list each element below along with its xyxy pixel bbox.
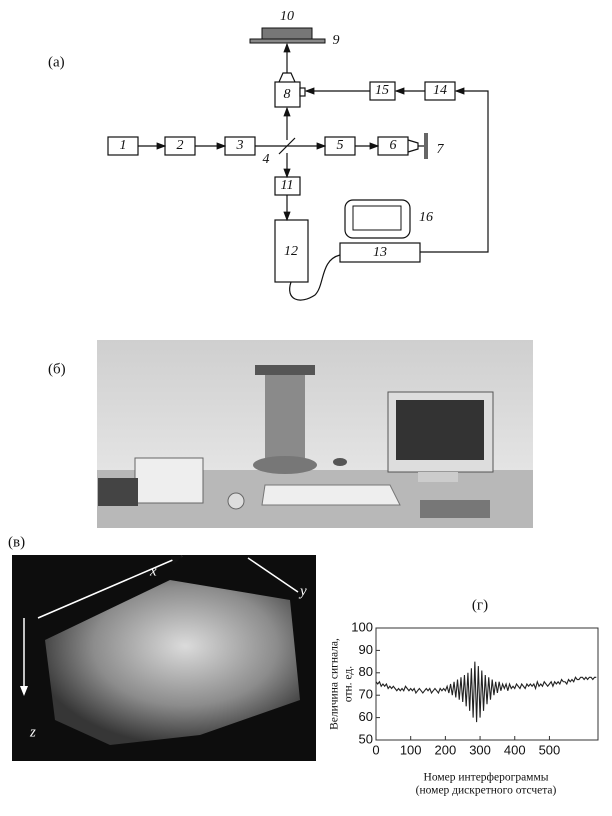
y-axis-label: отн. ед. xyxy=(343,666,355,702)
x-axis-label: Номер интерферограммы xyxy=(424,772,549,784)
signal-line xyxy=(376,662,596,722)
chart-title: (г) xyxy=(472,597,488,613)
node-label: 4 xyxy=(263,152,270,167)
node-label: 2 xyxy=(177,138,184,153)
y-tick-label: 50 xyxy=(359,731,373,746)
x-tick-label: 0 xyxy=(372,742,379,757)
panel-label: (б) xyxy=(48,361,66,377)
node-label: 7 xyxy=(437,142,445,157)
y-tick-label: 60 xyxy=(359,709,373,724)
node-label: 14 xyxy=(433,83,447,98)
y-tick-label: 70 xyxy=(359,687,373,702)
axis-label: z xyxy=(29,724,36,740)
node-label: 13 xyxy=(373,245,387,260)
node-label: 16 xyxy=(419,210,433,225)
panel-label: (в) xyxy=(8,534,25,550)
node-label: 5 xyxy=(337,138,344,153)
node-label: 3 xyxy=(236,138,244,153)
x-tick-label: 400 xyxy=(504,742,526,757)
y-tick-label: 90 xyxy=(359,642,373,657)
x-axis-label: (номер дискретного отсчета) xyxy=(416,785,557,797)
x-tick-label: 100 xyxy=(400,742,422,757)
y-axis-label: Величина сигнала, xyxy=(329,638,341,730)
y-tick-label: 80 xyxy=(359,664,373,679)
panel-label: (а) xyxy=(48,54,65,70)
y-tick-label: 100 xyxy=(351,619,373,634)
x-tick-label: 500 xyxy=(539,742,561,757)
node-label: 9 xyxy=(333,33,340,48)
node-label: 12 xyxy=(284,244,298,259)
axis-label: x xyxy=(149,563,157,579)
node-label: 1 xyxy=(120,138,127,153)
node-label: 15 xyxy=(375,83,389,98)
volume-render xyxy=(12,555,316,761)
x-tick-label: 200 xyxy=(435,742,457,757)
figure: (а) 12345678910111213141516 (б) (в) x y … xyxy=(0,0,612,816)
node-label: 6 xyxy=(390,138,397,153)
axis-label: y xyxy=(298,583,307,599)
x-tick-label: 300 xyxy=(469,742,491,757)
plot-frame xyxy=(376,628,598,740)
setup-photo xyxy=(97,340,533,528)
optical-scheme xyxy=(108,28,488,300)
node-label: 11 xyxy=(281,178,294,193)
node-label: 8 xyxy=(284,87,291,102)
node-label: 10 xyxy=(280,9,294,24)
